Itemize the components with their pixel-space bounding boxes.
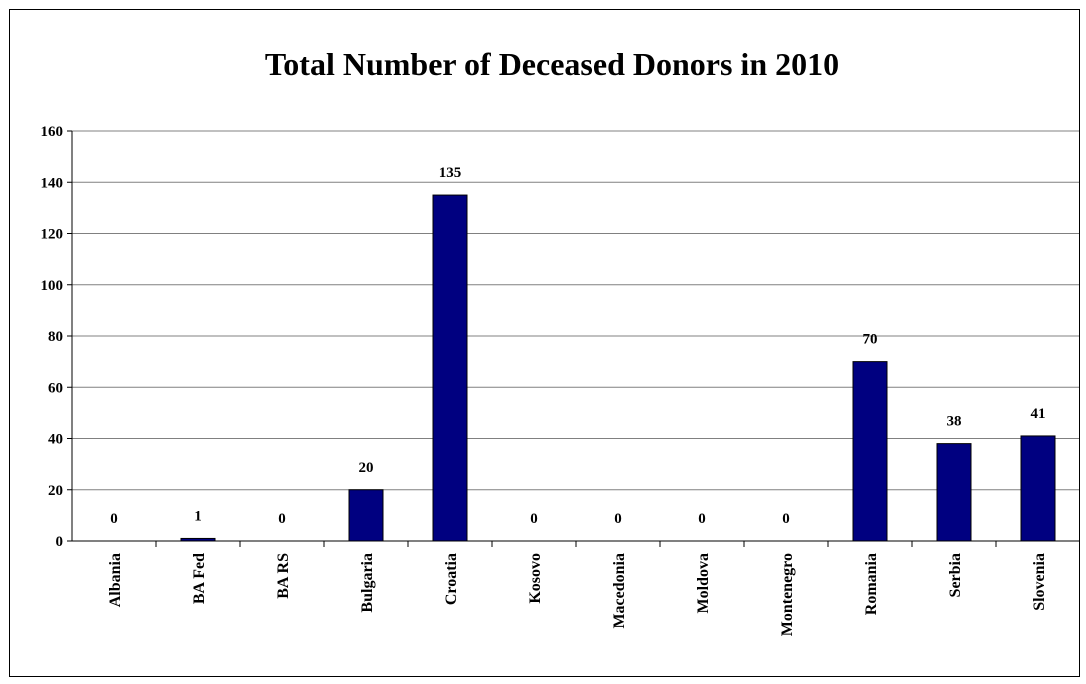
x-tick-label: Macedonia	[611, 553, 628, 629]
data-label: 0	[614, 511, 622, 527]
bar	[936, 443, 972, 542]
bar	[432, 194, 468, 542]
x-tick-label: Croatia	[443, 553, 460, 605]
data-label: 1	[194, 508, 202, 524]
data-label: 38	[947, 414, 962, 430]
bars	[180, 194, 1056, 542]
data-label: 70	[863, 332, 878, 348]
y-tick-label: 20	[48, 483, 63, 499]
y-tick-label: 100	[41, 278, 64, 294]
data-label: 41	[1031, 406, 1046, 422]
data-label: 0	[698, 511, 706, 527]
x-tick-label: Romania	[863, 553, 880, 615]
y-tick-label: 140	[41, 175, 64, 191]
x-tick-label: Slovenia	[1031, 553, 1048, 611]
gridlines	[72, 130, 1079, 491]
x-tick-labels: Albania BA Fed BA RS Bulgaria Croatia Kosovo M…	[107, 553, 1048, 636]
chart-frame: Total Number of Deceased Donors in 2010 …	[9, 9, 1080, 677]
x-tick-label: BA Fed	[191, 553, 208, 604]
x-tick-label: Bulgaria	[359, 553, 376, 613]
y-tick-labels: 0 20 40 60 80 100 120 140 160	[41, 124, 64, 550]
y-tick-label: 0	[56, 534, 64, 550]
x-tick-label: Kosovo	[527, 553, 544, 604]
y-tick-label: 120	[41, 227, 64, 243]
bar	[1020, 435, 1056, 542]
x-tick-label: Serbia	[947, 553, 964, 597]
data-label: 0	[110, 511, 118, 527]
x-tick-label: Moldova	[695, 553, 712, 613]
data-label: 0	[278, 511, 286, 527]
x-tick-label: BA RS	[275, 553, 292, 599]
x-tick-label: Montenegro	[779, 553, 796, 636]
axes	[67, 130, 1079, 547]
bar-chart: Total Number of Deceased Donors in 2010 …	[41, 46, 1079, 636]
data-label: 20	[359, 460, 374, 476]
data-label: 0	[530, 511, 538, 527]
y-tick-label: 40	[48, 432, 63, 448]
bar	[348, 489, 384, 542]
y-tick-label: 80	[48, 329, 63, 345]
x-tick-label: Albania	[107, 553, 124, 607]
chart-title: Total Number of Deceased Donors in 2010	[265, 46, 839, 82]
data-label: 135	[439, 165, 462, 181]
data-label: 0	[782, 511, 790, 527]
bar	[852, 361, 888, 542]
y-tick-label: 160	[41, 124, 64, 140]
y-tick-label: 60	[48, 380, 63, 396]
